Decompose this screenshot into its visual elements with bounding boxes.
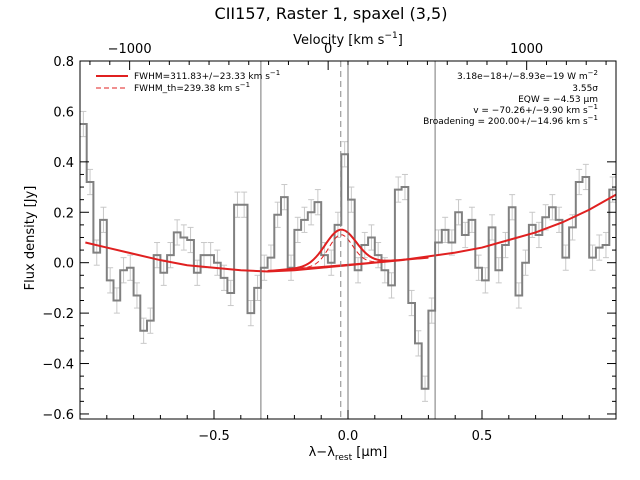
x-tick-label: 0.5	[472, 429, 493, 444]
y-tick-label: −0.6	[42, 408, 74, 423]
y-axis-label: Flux density [Jy]	[23, 186, 38, 291]
legend: FWHM=311.83+/−23.33 km s−1 FWHM_th=239.3…	[96, 69, 280, 94]
top-tick-label: 1000	[510, 42, 543, 57]
chart-title: CII157, Raster 1, spaxel (3,5)	[215, 4, 448, 23]
tick-labels-layer: −0.5 0.0 0.5 −0.6 −0.4 −0.2 0.0 0.2 0.4 0.6 0.8 −10…	[42, 42, 543, 444]
fit-annotations: 3.18e−18+/−8.93e−19 W m−2 3.55σ EQW = −4…	[423, 69, 598, 127]
top-tick-label: 0	[324, 42, 332, 57]
annotation-eqw: EQW = −4.53 μm	[518, 95, 598, 105]
top-tick-label: −1000	[108, 42, 152, 57]
annotation-flux: 3.18e−18+/−8.93e−19 W m−2	[457, 69, 598, 82]
x-tick-label: 0.0	[338, 429, 359, 444]
y-tick-label: 0.8	[53, 55, 74, 70]
spectrum-step-line	[80, 123, 616, 390]
legend-thermal-label: FWHM_th=239.38 km s−1	[134, 81, 250, 94]
annotation-sigma: 3.55σ	[572, 84, 598, 94]
x-axis-label: λ−λrest [μm]	[309, 445, 388, 463]
y-tick-label: 0.2	[53, 206, 74, 221]
y-tick-label: −0.2	[42, 307, 74, 322]
y-tick-label: 0.0	[53, 257, 74, 272]
axes-layer	[79, 60, 617, 420]
y-tick-label: 0.6	[53, 105, 74, 120]
top-axis-label: Velocity [km s−1]	[293, 31, 403, 48]
annotation-broadening: Broadening = 200.00+/−14.96 km s−1	[423, 114, 598, 127]
annotation-velocity: v = −70.26+/−9.90 km s−1	[473, 103, 598, 116]
y-tick-label: −0.4	[42, 358, 74, 373]
legend-fit-label: FWHM=311.83+/−23.33 km s−1	[134, 69, 280, 82]
x-tick-label: −0.5	[198, 429, 230, 444]
spectrum-layer	[80, 110, 616, 402]
y-tick-label: 0.4	[53, 156, 74, 171]
